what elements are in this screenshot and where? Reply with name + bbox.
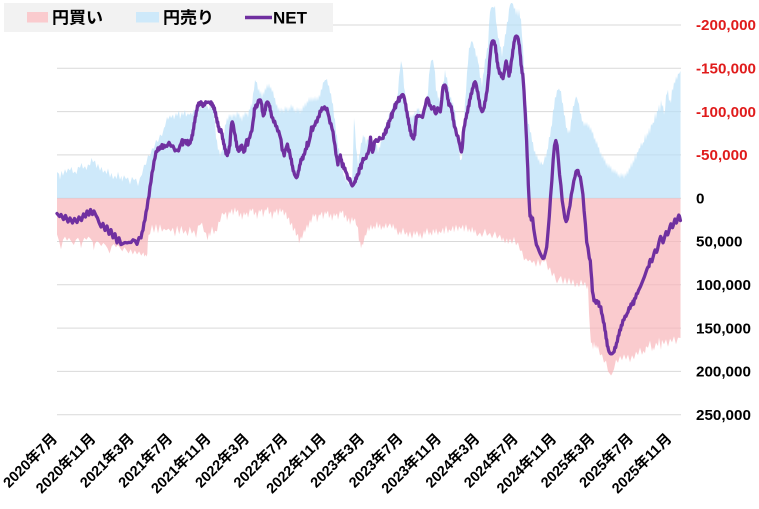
svg-text:150,000: 150,000 [696,320,751,337]
svg-text:100,000: 100,000 [696,277,751,294]
svg-text:-150,000: -150,000 [696,61,756,78]
svg-text:200,000: 200,000 [696,364,751,381]
svg-text:-100,000: -100,000 [696,104,756,121]
svg-text:50,000: 50,000 [696,234,742,251]
svg-text:-200,000: -200,000 [696,17,756,34]
svg-text:NET: NET [273,9,308,28]
svg-text:250,000: 250,000 [696,407,751,424]
svg-text:-50,000: -50,000 [696,147,748,164]
svg-text:0: 0 [696,190,704,207]
